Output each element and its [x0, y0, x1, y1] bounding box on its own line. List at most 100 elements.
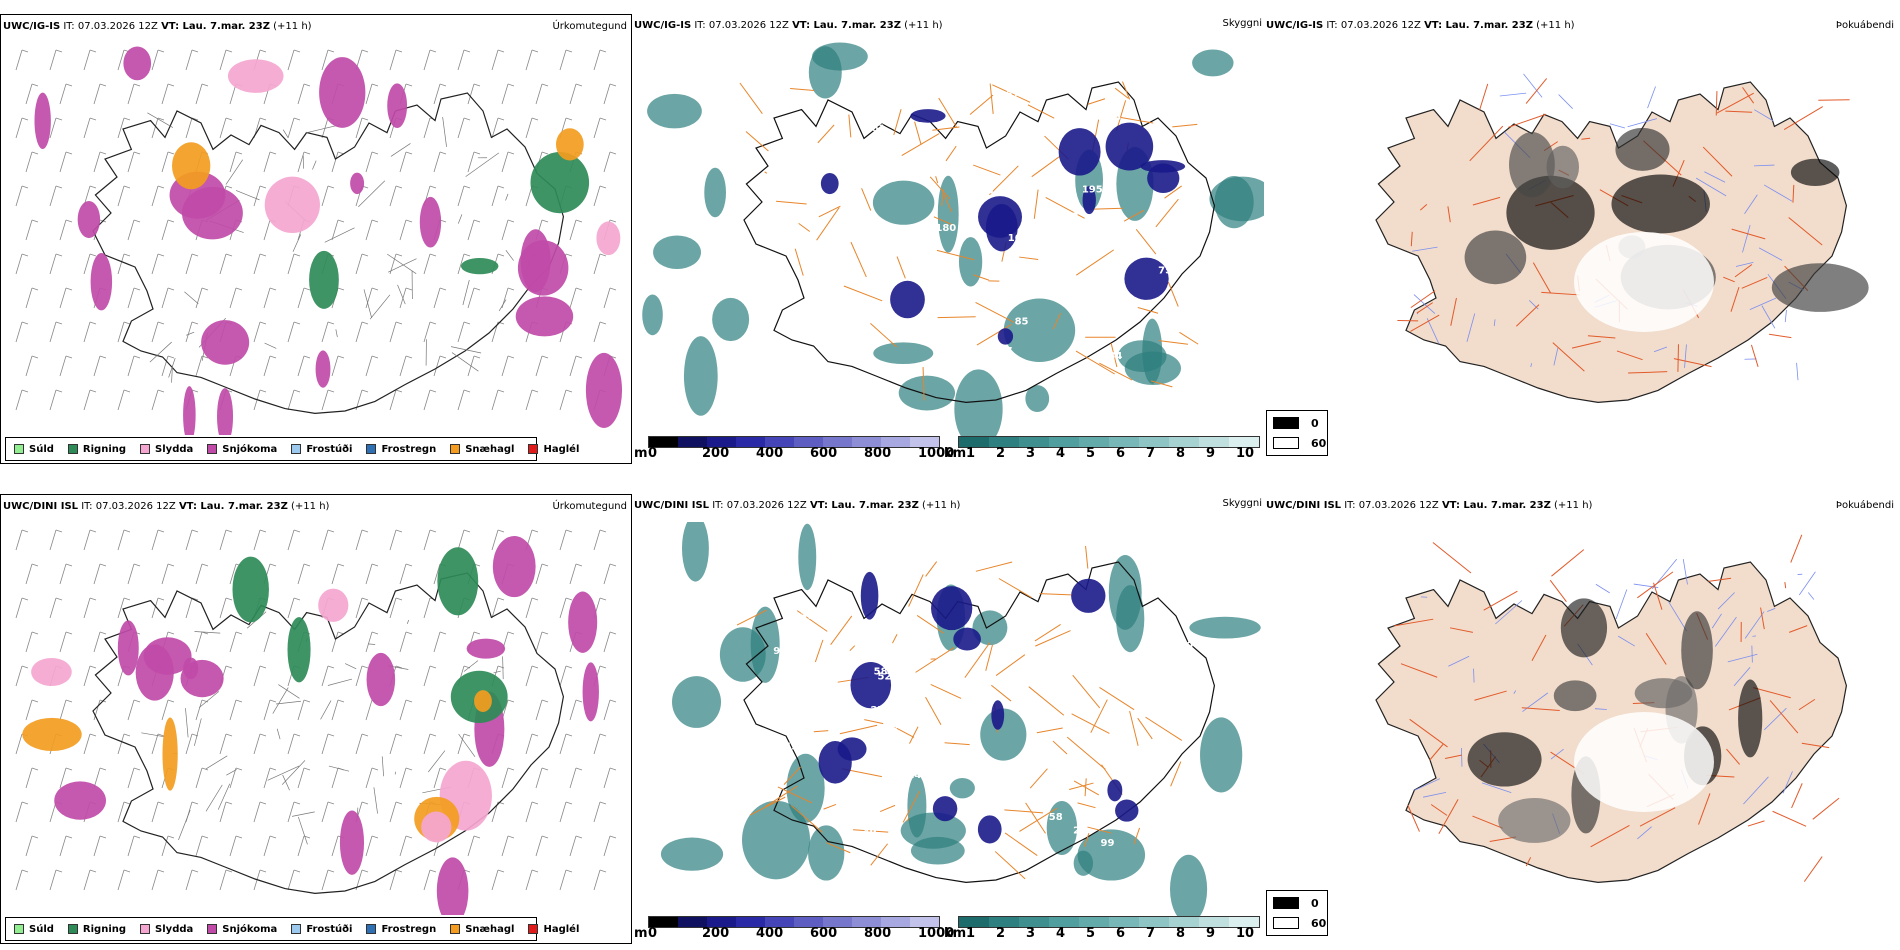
valid-time: VT: Lau. 7.mar. 23Z — [1441, 500, 1551, 511]
visibility-title: Skyggni — [1222, 498, 1262, 509]
legend-item: Frostúði — [291, 924, 352, 935]
init-time: IT: 07.03.2026 12Z — [1344, 500, 1439, 511]
cloud-base-unit: m — [634, 446, 648, 461]
model-name: UWC/DINI ISL — [634, 500, 710, 511]
fog-panel-row1: UWC/IG-IS IT: 07.03.2026 12Z VT: Lau. 7.… — [1264, 14, 1900, 464]
legend-item: Haglél — [528, 444, 579, 455]
fog-panel-row2: UWC/DINI ISL IT: 07.03.2026 12Z VT: Lau.… — [1264, 494, 1900, 944]
precip-panel-row2: UWC/DINI ISL IT: 07.03.2026 12Z VT: Lau.… — [0, 494, 632, 944]
legend-label: Haglél — [543, 923, 580, 935]
legend-item: Rigning — [67, 444, 126, 455]
legend-swatch — [528, 924, 539, 934]
lead-time: (+11 h) — [291, 501, 330, 512]
visibility-tick: 4 — [1056, 926, 1066, 941]
visibility-tick: 1 — [966, 446, 976, 461]
cloud-base-label: 267 — [999, 90, 1020, 101]
visibility-tick: 5 — [1086, 446, 1096, 461]
fog-label: 60 — [1311, 917, 1327, 930]
cloud-base-label: 275 — [871, 705, 892, 716]
legend-item: Snæhagl — [450, 924, 514, 935]
visibility-tick: 6 — [1116, 446, 1126, 461]
visibility-tick: 3 — [1026, 446, 1036, 461]
init-time: IT: 07.03.2026 12Z — [63, 21, 158, 32]
cloud-base-label: 66 — [945, 567, 959, 578]
valid-time: VT: Lau. 7.mar. 23Z — [792, 20, 901, 31]
lead-time: (+11 h) — [904, 20, 943, 31]
legend-swatch — [67, 444, 78, 454]
cloud-base-label: 322 — [1058, 211, 1079, 222]
fog-areas — [1467, 598, 1763, 843]
cloud-base-tick: 0 — [648, 926, 658, 941]
cloud-base-label: 33 — [1081, 670, 1095, 681]
legend-item: Slydda — [140, 444, 193, 455]
fog-index-map — [1375, 73, 1869, 404]
legend-swatch — [366, 924, 377, 934]
cloud-base-tick: 200 — [702, 446, 730, 461]
visibility-areas — [642, 42, 1264, 442]
cloud-base-labels: 372 76 356 22 49 66 58 10 33 58 99 275 186 92 924 37 49 5… — [773, 567, 1217, 849]
legend-label: Súld — [29, 923, 54, 935]
visibility-tick: 8 — [1176, 926, 1186, 941]
model-name: UWC/DINI ISL — [1266, 500, 1342, 511]
cloud-base-label: 65 — [1090, 288, 1104, 299]
valid-time: VT: Lau. 7.mar. 23Z — [161, 21, 270, 32]
precip-type-map — [15, 529, 617, 915]
iceland-outline — [743, 561, 1216, 884]
visibility-tick: 2 — [996, 446, 1006, 461]
visibility-panel-row1: UWC/IG-IS IT: 07.03.2026 12Z VT: Lau. 7.… — [632, 14, 1264, 464]
wind-barbs — [15, 49, 617, 411]
road-network — [141, 611, 504, 845]
cloud-base-tick: 200 — [702, 926, 730, 941]
lead-time: (+11 h) — [273, 21, 312, 32]
cloud-base-tick: 800 — [864, 446, 892, 461]
cloud-base-label: 37 — [999, 346, 1013, 357]
cloud-base-label: 22 — [1073, 826, 1087, 837]
legend-item: Snæhagl — [450, 444, 514, 455]
cloud-base-label: 76 — [884, 721, 898, 732]
cloud-base-label: 756 — [1158, 265, 1179, 276]
lead-time: (+11 h) — [1536, 20, 1575, 31]
legend-item: Frostúði — [291, 444, 352, 455]
legend-swatch — [14, 924, 24, 934]
visibility-tick: 9 — [1206, 926, 1216, 941]
legend-swatch — [450, 444, 461, 454]
cloud-base-colorbar — [648, 436, 940, 448]
cloud-base-label: 49 — [784, 742, 798, 753]
visibility-tick: 9 — [1206, 446, 1216, 461]
legend-label: Frostregn — [381, 923, 437, 935]
visibility-colorbar — [958, 916, 1260, 928]
cloud-base-label: 180 — [935, 223, 956, 234]
cloud-base-tick: 800 — [864, 926, 892, 941]
legend-item: Rigning — [67, 924, 126, 935]
cloud-base-label: 195 — [1082, 184, 1103, 195]
legend-swatch — [140, 444, 151, 454]
legend-item: Snjókoma — [207, 444, 277, 455]
visibility-tick: 4 — [1056, 446, 1066, 461]
legend-label: Snjókoma — [222, 923, 278, 935]
fog-swatch — [1273, 897, 1299, 909]
cloud-base-label: 99 — [1100, 838, 1114, 849]
fog-index-map — [1375, 534, 1848, 884]
cloud-base-label: 72 — [1161, 225, 1175, 236]
legend-label: Haglél — [543, 443, 580, 455]
visibility-tick: 8 — [1176, 446, 1186, 461]
legend-item: Snjókoma — [207, 924, 277, 935]
cloud-base-label: 37 — [1098, 658, 1112, 669]
init-time: IT: 07.03.2026 12Z — [81, 501, 176, 512]
cloud-visibility-map: 372 76 356 22 49 66 58 10 33 58 99 275 186 92 924 37 49 5… — [660, 522, 1261, 922]
legend-label: Snæhagl — [465, 923, 515, 935]
precip-type-title: Úrkomutegund — [552, 501, 627, 512]
cloud-base-label: 61 — [872, 124, 886, 135]
cloud-base-areas — [818, 571, 1139, 844]
visibility-unit: km — [944, 926, 967, 941]
fog-title: Þokuábendi — [1835, 20, 1894, 31]
legend-label: Snjókoma — [222, 443, 278, 455]
cloud-base-label: 81 — [884, 230, 898, 241]
model-name: UWC/DINI ISL — [3, 501, 79, 512]
legend-label: Súld — [29, 443, 54, 455]
cloud-base-label: 73 — [980, 186, 994, 197]
legend-swatch — [140, 924, 151, 934]
legend-item: Slydda — [140, 924, 193, 935]
visibility-panel-row2: UWC/DINI ISL IT: 07.03.2026 12Z VT: Lau.… — [632, 494, 1264, 944]
legend-item: Frostregn — [366, 924, 436, 935]
